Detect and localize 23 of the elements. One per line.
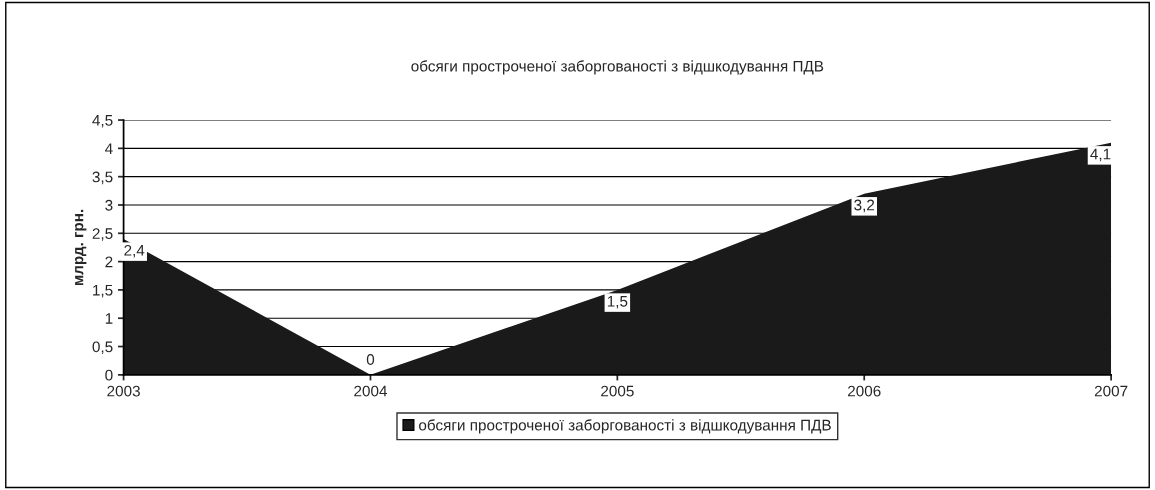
x-tick-label: 2003: [107, 385, 140, 397]
data-label: 3,2: [854, 199, 875, 213]
y-tick-label: 1,5: [93, 284, 113, 298]
chart-title: обсяги простроченої заборгованості з відшкодування ПДВ: [411, 60, 824, 75]
y-tick-label: 2: [105, 256, 113, 268]
x-tick-label: 2007: [1094, 385, 1128, 397]
y-tick-label: 4: [105, 143, 113, 154]
data-label: 0: [366, 354, 375, 365]
y-tick-label: 3,5: [92, 171, 113, 185]
y-axis-title: млрд. грн.: [74, 209, 87, 286]
y-tick-label: 1: [105, 313, 113, 324]
x-tick-label: 2005: [601, 385, 634, 397]
x-tick-label: 2004: [354, 385, 388, 397]
y-tick-label: 0: [105, 369, 113, 381]
data-label: 2,4: [124, 244, 145, 258]
y-tick-label: 4,5: [92, 115, 113, 128]
x-tick-label: 2006: [848, 385, 881, 397]
data-label: 4,1: [1090, 148, 1111, 162]
legend-label: обсяги простроченої заборгованості з відшкодування ПДВ: [419, 419, 831, 434]
y-tick-label: 0,5: [92, 341, 113, 355]
y-tick-label: 3: [105, 199, 113, 211]
y-tick-label: 2,5: [92, 228, 113, 241]
data-label: 1,5: [607, 296, 628, 309]
